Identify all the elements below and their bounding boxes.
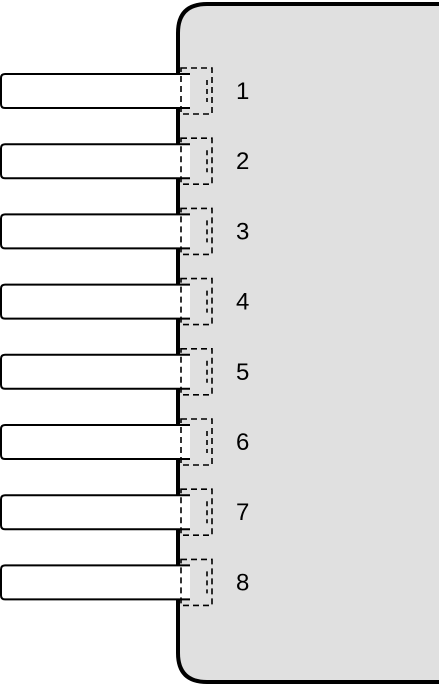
pin-lead bbox=[0, 424, 190, 460]
pin-lead bbox=[0, 564, 190, 601]
pin-contact-dashed-outline bbox=[180, 558, 213, 607]
pin-7: 7 bbox=[0, 488, 249, 537]
pin-6: 6 bbox=[0, 418, 249, 466]
pin-contact-dashed-outline bbox=[180, 137, 213, 185]
pin-number-label: 7 bbox=[236, 499, 249, 526]
pin-contact-dashed-outline bbox=[180, 488, 213, 537]
pin-number-label: 5 bbox=[236, 359, 249, 386]
pin-lead bbox=[0, 494, 190, 531]
pin-5: 5 bbox=[0, 347, 249, 396]
pin-contact-dashed-outline bbox=[180, 207, 213, 256]
pin-contact-dashed-outline bbox=[180, 67, 213, 115]
pin-3: 3 bbox=[0, 207, 249, 256]
pin-1: 1 bbox=[0, 67, 249, 115]
pin-contact-dashed-outline bbox=[180, 418, 213, 466]
pin-number-label: 1 bbox=[236, 78, 249, 105]
pin-8: 8 bbox=[0, 558, 249, 607]
pin-2: 2 bbox=[0, 137, 249, 185]
pins-layer: 1 2 3 4 5 6 7 8 bbox=[0, 67, 249, 607]
pin-number-label: 8 bbox=[236, 569, 249, 596]
pin-lead bbox=[0, 143, 190, 180]
pin-contact-dashed-outline bbox=[180, 277, 213, 326]
pin-lead bbox=[0, 283, 190, 320]
pin-number-label: 3 bbox=[236, 218, 249, 245]
pin-lead bbox=[0, 213, 190, 250]
connector-body bbox=[176, 2, 439, 684]
pin-number-label: 2 bbox=[236, 148, 249, 175]
pin-lead bbox=[0, 353, 190, 390]
pin-4: 4 bbox=[0, 277, 249, 326]
pin-lead bbox=[0, 73, 190, 109]
pin-number-label: 4 bbox=[236, 289, 249, 316]
pin-number-label: 6 bbox=[236, 429, 249, 456]
pin-contact-dashed-outline bbox=[180, 347, 213, 396]
